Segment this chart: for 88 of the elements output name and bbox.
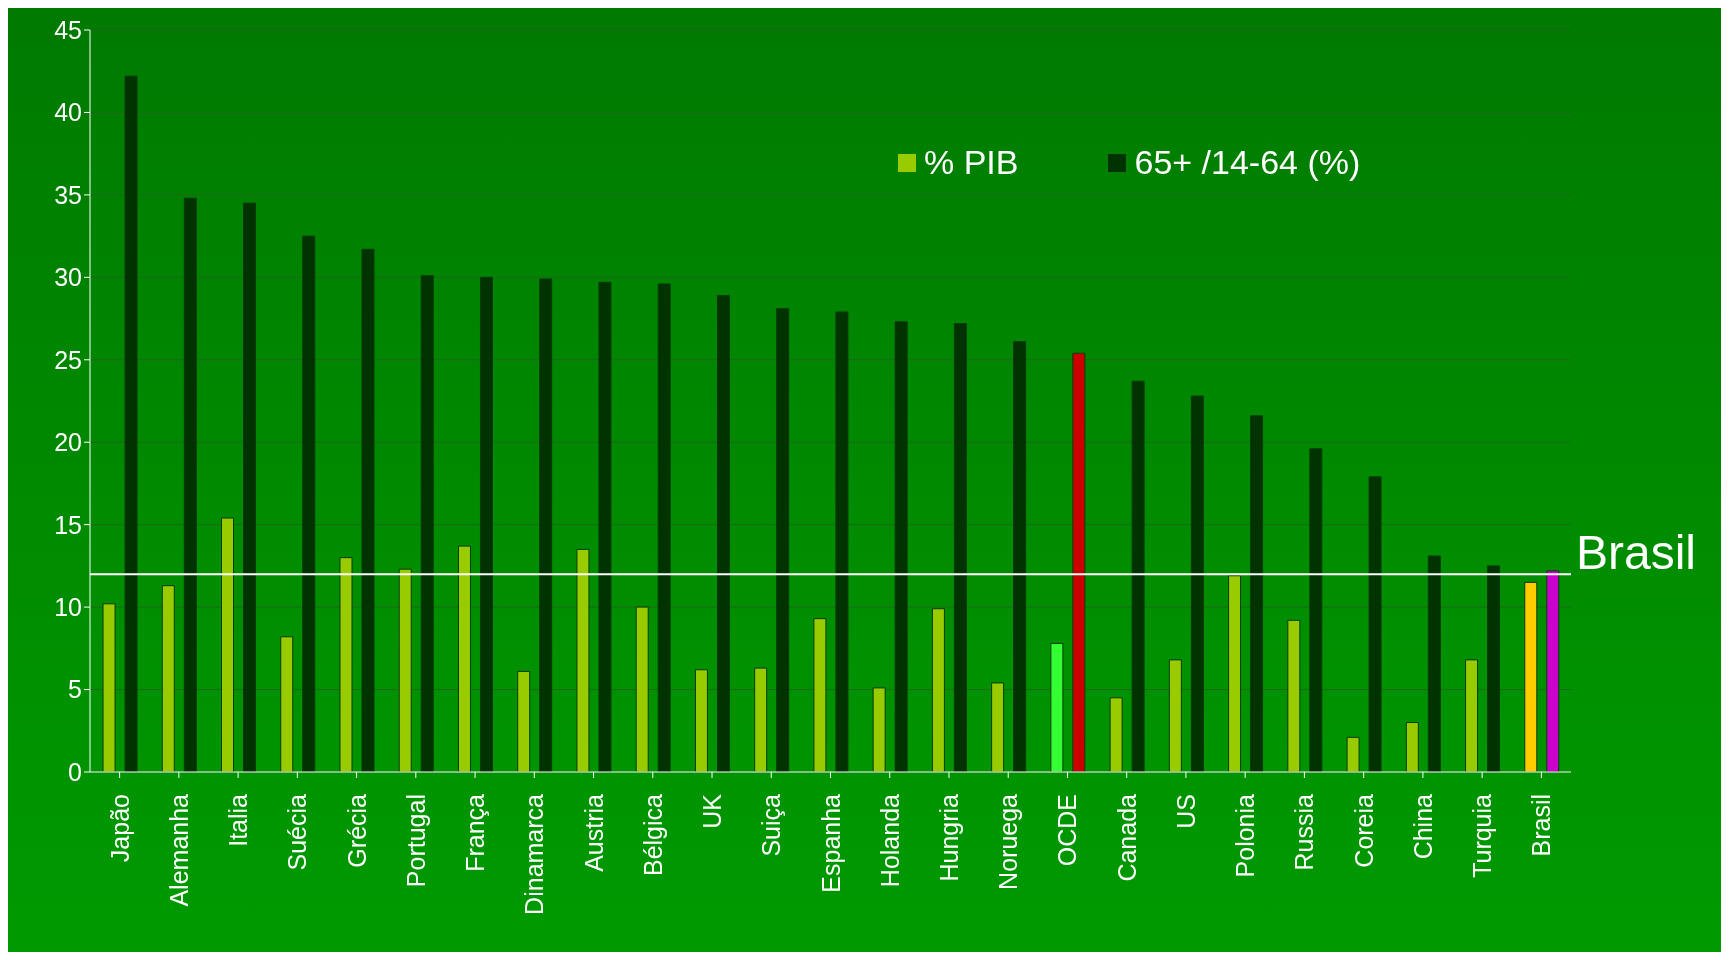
ref-line-label: Brasil bbox=[1576, 526, 1697, 580]
y-tick-label: 20 bbox=[54, 428, 82, 457]
bar bbox=[1072, 352, 1086, 772]
x-tick-label: Espanha bbox=[816, 793, 845, 893]
bar bbox=[635, 606, 649, 772]
bar bbox=[339, 557, 353, 772]
x-tick-label: Turquia bbox=[1468, 793, 1497, 878]
bar bbox=[694, 669, 708, 772]
x-tick-label: OCDE bbox=[1053, 794, 1082, 867]
bar bbox=[398, 568, 412, 772]
bar bbox=[243, 202, 257, 772]
bar bbox=[221, 517, 235, 772]
x-tick-label: Russia bbox=[1290, 793, 1319, 871]
bar bbox=[716, 294, 730, 772]
bar bbox=[576, 548, 590, 772]
bar bbox=[991, 682, 1005, 772]
bar bbox=[1228, 575, 1242, 772]
y-tick-label: 10 bbox=[54, 592, 82, 621]
y-tick-label: 0 bbox=[68, 757, 82, 786]
y-tick-label: 45 bbox=[54, 15, 82, 44]
y-tick-label: 35 bbox=[54, 180, 82, 209]
bar bbox=[517, 670, 531, 772]
bar bbox=[457, 545, 471, 772]
x-tick-label: Dinamarca bbox=[520, 793, 549, 915]
legend-label: % PIB bbox=[924, 143, 1019, 182]
bar bbox=[953, 323, 967, 772]
bar bbox=[776, 308, 790, 772]
bar bbox=[1405, 722, 1419, 772]
bar bbox=[1050, 642, 1064, 772]
bar bbox=[361, 248, 375, 772]
y-tick-label: 40 bbox=[54, 98, 82, 127]
x-tick-label: Coreia bbox=[1349, 793, 1378, 868]
x-tick-label: Suécia bbox=[283, 793, 312, 871]
y-tick-label: 15 bbox=[54, 510, 82, 539]
bar bbox=[1168, 659, 1182, 772]
bar bbox=[1131, 380, 1145, 772]
x-tick-label: Grécia bbox=[342, 793, 371, 868]
y-tick-label: 25 bbox=[54, 345, 82, 374]
bar bbox=[1487, 565, 1501, 772]
x-tick-label: Italia bbox=[224, 793, 253, 847]
bar bbox=[1250, 415, 1264, 772]
bar bbox=[872, 687, 886, 772]
bar bbox=[479, 276, 493, 772]
bar bbox=[1465, 659, 1479, 772]
bar bbox=[1013, 341, 1027, 772]
bar bbox=[1309, 448, 1323, 772]
bar bbox=[539, 278, 553, 772]
x-tick-label: China bbox=[1408, 793, 1437, 860]
bar bbox=[102, 603, 116, 772]
x-tick-label: Portugal bbox=[401, 794, 430, 888]
legend-label: 65+ /14-64 (%) bbox=[1134, 143, 1361, 182]
x-tick-label: Suiça bbox=[757, 793, 786, 857]
x-tick-label: Noruega bbox=[994, 793, 1023, 890]
x-tick-label: França bbox=[461, 793, 490, 872]
bar bbox=[420, 275, 434, 772]
bar bbox=[754, 667, 768, 772]
bar bbox=[835, 311, 849, 772]
bar bbox=[1427, 555, 1441, 772]
x-tick-label: US bbox=[1171, 794, 1200, 829]
bar bbox=[657, 283, 671, 772]
bar bbox=[1190, 395, 1204, 772]
bar bbox=[1287, 619, 1301, 772]
bar bbox=[161, 585, 175, 772]
x-tick-label: Polonia bbox=[1231, 793, 1260, 878]
bar bbox=[931, 608, 945, 772]
bar bbox=[1109, 697, 1123, 772]
y-tick-label: 30 bbox=[54, 263, 82, 292]
x-tick-label: Brasil bbox=[1527, 794, 1556, 857]
x-tick-label: UK bbox=[698, 793, 727, 829]
bar bbox=[124, 75, 138, 772]
bar bbox=[894, 321, 908, 772]
bar bbox=[1524, 581, 1538, 772]
bar bbox=[302, 235, 316, 772]
bar bbox=[598, 281, 612, 772]
x-tick-label: Alemanha bbox=[164, 793, 193, 907]
bar bbox=[280, 636, 294, 772]
x-tick-label: Austria bbox=[579, 793, 608, 872]
x-tick-label: Holanda bbox=[875, 793, 904, 888]
bar bbox=[183, 197, 197, 772]
bar bbox=[1346, 736, 1360, 772]
bar bbox=[1368, 476, 1382, 772]
x-tick-label: Hungria bbox=[934, 793, 963, 882]
x-tick-label: Japão bbox=[105, 794, 134, 863]
bar bbox=[1546, 570, 1560, 772]
y-tick-label: 5 bbox=[68, 675, 82, 704]
x-tick-label: Canada bbox=[1112, 793, 1141, 882]
x-tick-label: Bélgica bbox=[638, 793, 667, 876]
bar bbox=[813, 618, 827, 772]
